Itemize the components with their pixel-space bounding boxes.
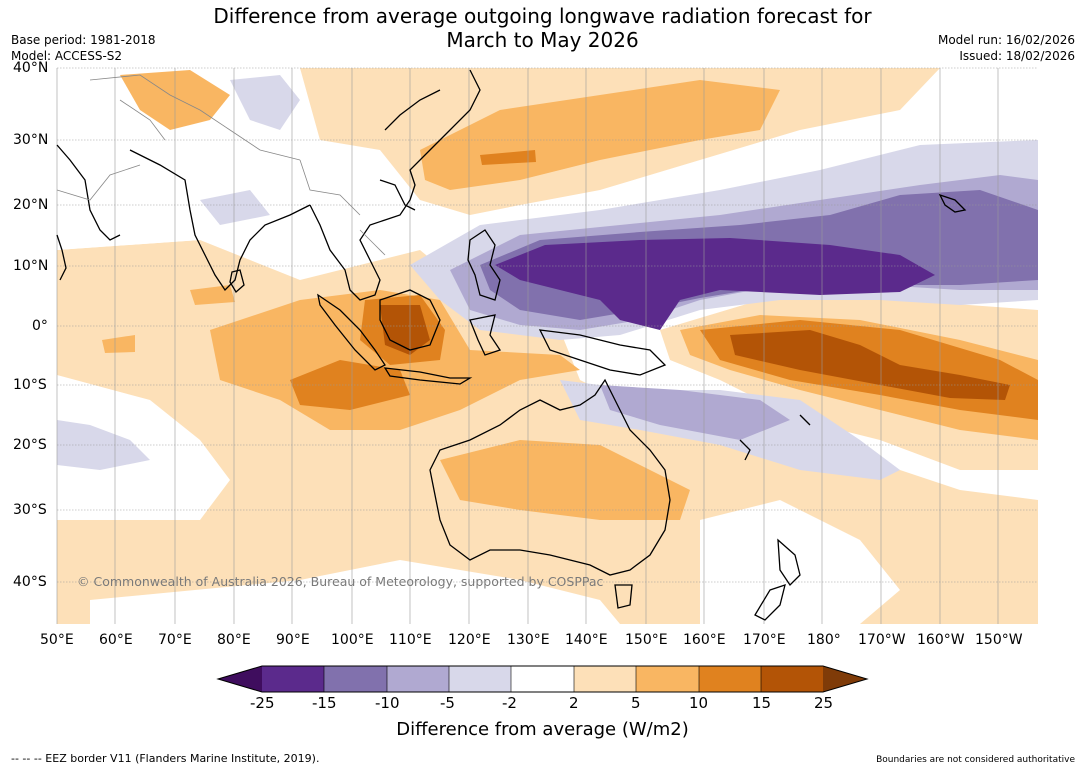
lon-label: 110°E	[389, 632, 432, 648]
lon-label: 120°E	[448, 632, 491, 648]
colorbar-min-arrow	[218, 666, 262, 692]
lon-label: 170°W	[858, 632, 906, 648]
colorbar	[216, 665, 869, 693]
colorbar-tick-label: -10	[375, 694, 400, 712]
eez-border-note: -- -- -- EEZ border V11 (Flanders Marine…	[11, 752, 320, 765]
colorbar-tick-label: 5	[631, 694, 641, 712]
coastlines	[56, 69, 967, 621]
meta-left: Base period: 1981-2018 Model: ACCESS-S2	[11, 32, 156, 64]
colorbar-tick-label: -15	[312, 694, 337, 712]
lat-label: 40°N	[13, 60, 49, 76]
lat-label: 30°S	[13, 502, 47, 518]
colorbar-max-arrow	[823, 666, 867, 692]
title-line-1: Difference from average outgoing longwav…	[213, 4, 872, 28]
boundaries-disclaimer: Boundaries are not considered authoritat…	[876, 755, 1075, 765]
colorbar-tick-label: 10	[689, 694, 709, 712]
colorbar-segment	[387, 666, 449, 692]
borders	[56, 74, 386, 256]
base-period: Base period: 1981-2018	[11, 33, 156, 47]
map-title: Difference from average outgoing longwav…	[0, 4, 1085, 52]
lon-label: 140°E	[565, 632, 608, 648]
lon-label: 150°E	[625, 632, 668, 648]
lon-label: 70°E	[158, 632, 192, 648]
title-line-2: March to May 2026	[446, 28, 639, 52]
colorbar-tick-label: -2	[502, 694, 517, 712]
colorbar-segment	[574, 666, 636, 692]
lon-label: 150°W	[975, 632, 1023, 648]
colorbar-title: Difference from average (W/m2)	[396, 719, 689, 740]
colorbar-tick-label: 25	[814, 694, 834, 712]
lon-label: 160°W	[917, 632, 965, 648]
lon-label: 90°E	[276, 632, 310, 648]
lon-label: 180°	[807, 632, 841, 648]
lat-label: 30°N	[13, 132, 49, 148]
colorbar-segment	[511, 666, 574, 692]
lon-label: 160°E	[683, 632, 726, 648]
lat-label: 10°N	[13, 258, 49, 274]
colorbar-segment	[699, 666, 761, 692]
colorbar-tick-label: 15	[752, 694, 772, 712]
copyright-credit: © Commonwealth of Australia 2026, Bureau…	[77, 574, 604, 589]
issued-date: Issued: 18/02/2026	[959, 49, 1075, 63]
colorbar-segment	[449, 666, 511, 692]
lon-label: 60°E	[99, 632, 133, 648]
lat-label: 20°S	[13, 437, 47, 453]
lon-label: 170°E	[743, 632, 786, 648]
lon-label: 100°E	[331, 632, 374, 648]
colorbar-segment	[262, 666, 324, 692]
anomaly-field	[57, 68, 1038, 624]
meta-right: Model run: 16/02/2026 Issued: 18/02/2026	[938, 32, 1075, 64]
colorbar-tick-label: 2	[569, 694, 579, 712]
lat-label: 10°S	[13, 377, 47, 393]
model-name: Model: ACCESS-S2	[11, 49, 123, 63]
lon-label: 80°E	[217, 632, 251, 648]
colorbar-segment	[324, 666, 387, 692]
colorbar-tick-label: -25	[250, 694, 275, 712]
lat-label: 40°S	[13, 574, 47, 590]
lon-label: 50°E	[40, 632, 74, 648]
lat-label: 0°	[32, 318, 48, 334]
graticule	[56, 67, 1038, 624]
model-run: Model run: 16/02/2026	[937, 33, 1075, 47]
colorbar-segment	[761, 666, 823, 692]
colorbar-tick-label: -5	[440, 694, 455, 712]
lat-label: 20°N	[13, 197, 49, 213]
lon-label: 130°E	[507, 632, 550, 648]
colorbar-segment	[636, 666, 699, 692]
